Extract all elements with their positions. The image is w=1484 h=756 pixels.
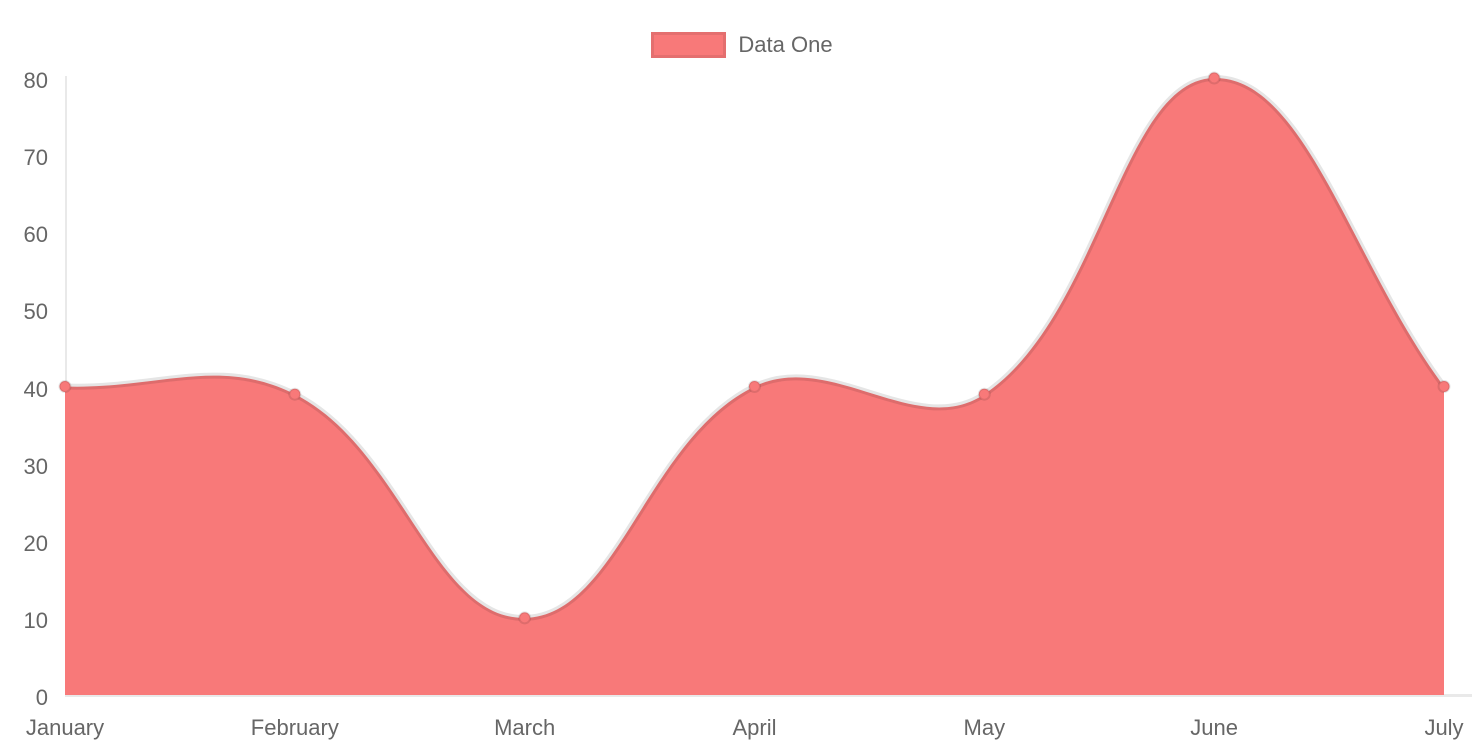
y-tick-label: 50	[23, 299, 48, 325]
y-tick-label: 0	[35, 685, 48, 710]
y-tick-label: 30	[23, 453, 48, 479]
data-point-january[interactable]	[58, 380, 72, 393]
x-axis-label: June	[1190, 715, 1239, 740]
data-point-may[interactable]	[977, 387, 991, 401]
y-tick-label: 80	[23, 68, 48, 93]
y-tick-label: 40	[23, 376, 48, 402]
y-tick-label: 10	[23, 607, 48, 633]
x-axis-label: January	[25, 715, 105, 740]
legend-item-data-one[interactable]: Data One	[651, 32, 833, 58]
x-axis-label: March	[494, 715, 556, 740]
x-axis-label: April	[732, 715, 777, 740]
legend-color-swatch	[651, 32, 727, 58]
x-axis-label: July	[1424, 715, 1464, 740]
data-point-february[interactable]	[288, 387, 302, 401]
data-point-march[interactable]	[518, 611, 532, 625]
x-axis-label: May	[963, 715, 1006, 740]
y-tick-label: 20	[23, 530, 48, 556]
chart-legend: Data One	[0, 32, 1484, 58]
legend-label: Data One	[738, 32, 833, 57]
x-axis-label: February	[250, 715, 339, 740]
series-line	[64, 74, 1447, 621]
data-point-april[interactable]	[748, 380, 761, 393]
y-tick-label: 60	[23, 222, 48, 248]
series-area-fill	[65, 77, 1444, 695]
data-point-july[interactable]	[1437, 380, 1451, 393]
y-tick-label: 70	[23, 145, 48, 171]
data-point-june[interactable]	[1207, 71, 1221, 85]
